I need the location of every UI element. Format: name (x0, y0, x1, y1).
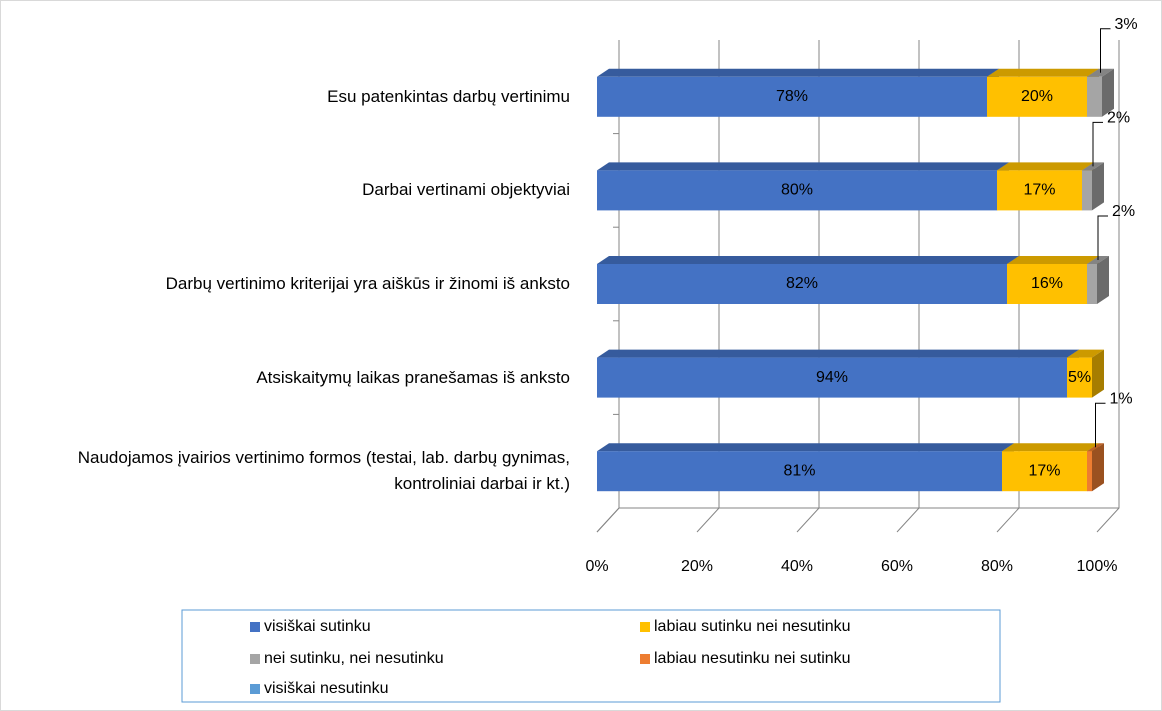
bar (597, 264, 1007, 304)
bar (1002, 451, 1087, 492)
data-label: 17% (1023, 182, 1055, 199)
bar (987, 76, 1087, 117)
bar-top (1002, 443, 1099, 452)
x-tick-label: 80% (981, 558, 1013, 575)
data-label: 16% (1031, 275, 1063, 292)
category-label: Atsiskaitymų laikas pranešamas iš anksto (256, 367, 570, 387)
legend-label: labiau nesutinku nei sutinku (654, 650, 851, 667)
bar (1087, 264, 1097, 304)
category-label: Esu patenkintas darbų vertinimu (327, 86, 570, 106)
legend-swatch (250, 622, 260, 632)
bar (597, 357, 1067, 398)
legend-swatch (640, 622, 650, 632)
data-label: 81% (783, 462, 815, 479)
category-label: Darbų vertinimo kriterijai yra aiškūs ir… (165, 274, 570, 293)
bar-side (1097, 256, 1109, 304)
bar-side (1092, 443, 1104, 492)
leader-line (1100, 28, 1111, 73)
leader-line (1097, 215, 1108, 260)
legend-label: visiškai sutinku (264, 618, 371, 635)
bar-top (1007, 256, 1099, 264)
legend-label: labiau sutinku nei nesutinku (654, 618, 851, 635)
leader-line (1092, 121, 1103, 167)
bar-top (987, 68, 1099, 77)
bar-top (597, 162, 1009, 171)
bar (1067, 357, 1092, 398)
bar (597, 76, 987, 117)
x-tick-label: 60% (881, 558, 913, 575)
data-label: 80% (781, 182, 813, 199)
bar (1007, 264, 1087, 304)
bar-top (597, 443, 1014, 452)
category-label: Naudojamos įvairios vertinimo formos (te… (77, 448, 570, 494)
legend-swatch (250, 654, 260, 664)
legend-swatch (250, 684, 260, 694)
bar (597, 170, 997, 211)
bar-top (1067, 349, 1104, 358)
legend-label: visiškai nesutinku (264, 680, 389, 697)
legend-label: nei sutinku, nei nesutinku (264, 650, 444, 667)
leader-line (1095, 402, 1106, 448)
bar-side (1092, 162, 1104, 211)
bar-side (1092, 349, 1104, 398)
category-label: Darbai vertinami objektyviai (362, 180, 570, 200)
data-label: 82% (786, 275, 818, 292)
legend-swatch (640, 654, 650, 664)
data-label: 3% (1115, 16, 1138, 33)
bar (997, 170, 1082, 211)
bar (1082, 170, 1092, 211)
data-label: 5% (1068, 369, 1091, 386)
bar-top (997, 162, 1094, 171)
data-label: 1% (1110, 390, 1133, 407)
data-label: 94% (816, 369, 848, 386)
data-label: 2% (1112, 203, 1135, 220)
bar-top (597, 68, 999, 77)
x-tick-label: 100% (1077, 558, 1118, 575)
legend-box (181, 609, 1001, 703)
bar-side (1102, 68, 1114, 117)
data-label: 78% (776, 88, 808, 105)
bar-top (597, 256, 1019, 264)
x-tick-label: 0% (585, 558, 608, 575)
bar (1087, 451, 1092, 492)
x-tick-label: 20% (681, 558, 713, 575)
data-label: 20% (1021, 88, 1053, 105)
bar-top (597, 349, 1079, 358)
data-label: 17% (1028, 462, 1060, 479)
bar (597, 451, 1002, 492)
x-tick-label: 40% (781, 558, 813, 575)
data-label: 2% (1107, 110, 1130, 127)
bar (1087, 76, 1102, 117)
